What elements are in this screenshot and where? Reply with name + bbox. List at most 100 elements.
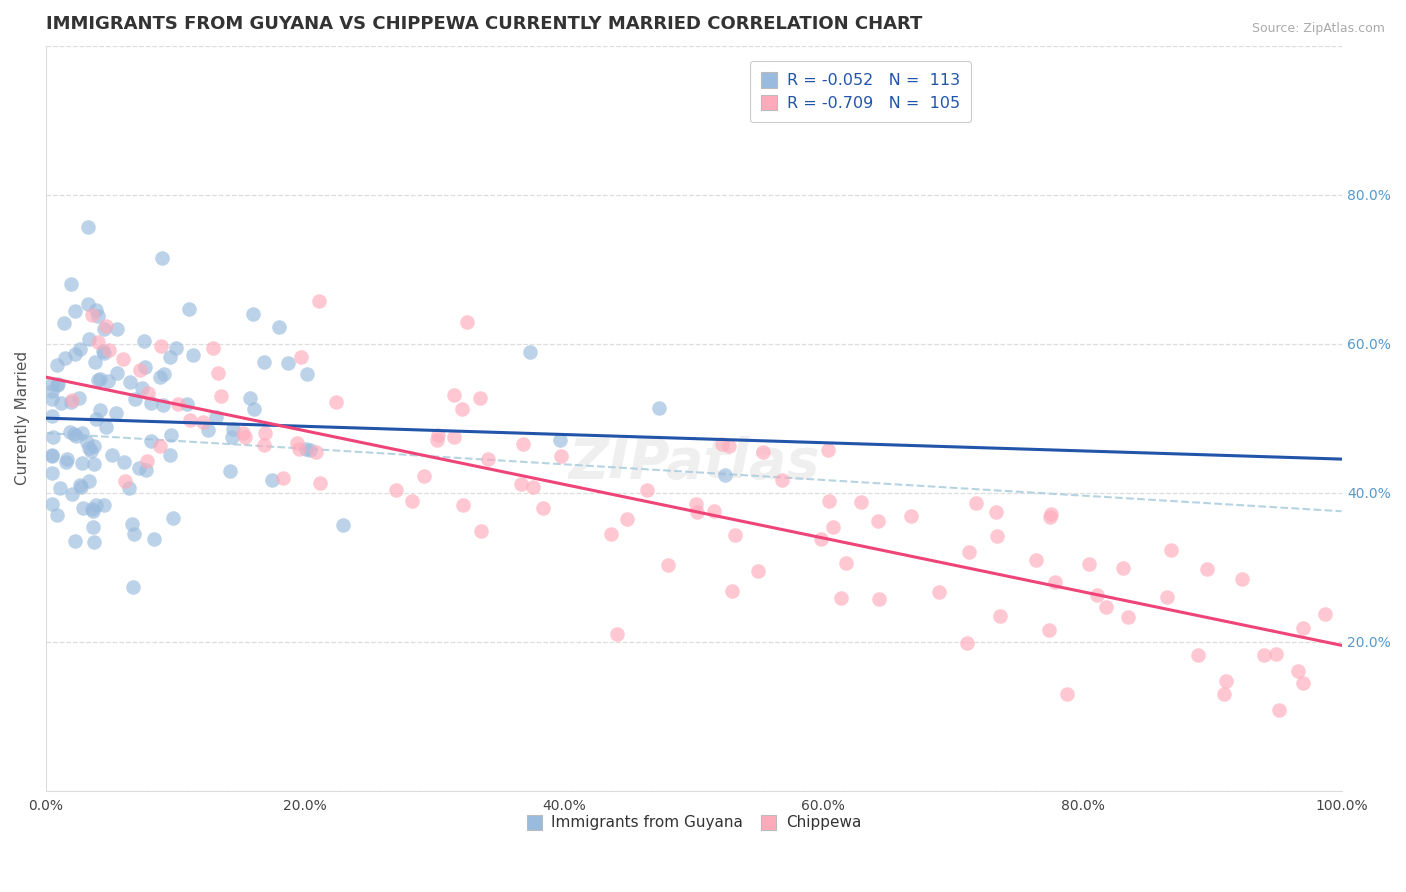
Point (1313, 607, 1336, 622)
Point (600, 527, 623, 541)
Point (69, 342, 91, 356)
Text: IMMIGRANTS FROM GUYANA VS CHIPPEWA CURRENTLY MARRIED CORRELATION CHART: IMMIGRANTS FROM GUYANA VS CHIPPEWA CURRE… (46, 15, 922, 33)
Point (67, 391, 90, 405)
Point (636, 483, 658, 498)
Point (1187, 648, 1209, 662)
Point (55, 455, 77, 469)
Point (70, 456, 93, 470)
Point (531, 500, 554, 515)
Point (41, 467, 63, 481)
Point (332, 517, 354, 532)
Point (83, 439, 105, 453)
Point (41, 449, 63, 463)
Point (41, 377, 63, 392)
Point (309, 476, 332, 491)
Point (900, 508, 922, 523)
Point (82, 504, 104, 518)
Point (477, 452, 499, 467)
Point (83, 534, 105, 549)
Point (82, 502, 104, 516)
Point (325, 395, 347, 409)
Point (522, 480, 544, 494)
Point (1039, 507, 1062, 521)
Point (79, 441, 101, 455)
Point (470, 524, 492, 538)
Point (267, 320, 290, 334)
Point (451, 401, 474, 416)
Point (87, 334, 110, 349)
Point (548, 434, 571, 448)
Point (427, 427, 450, 442)
Point (1039, 510, 1062, 524)
Point (98, 343, 121, 358)
Point (1253, 648, 1275, 662)
Point (77, 332, 100, 346)
Point (928, 585, 950, 599)
Point (221, 429, 243, 443)
Point (304, 445, 326, 459)
Point (384, 483, 406, 497)
Point (179, 413, 201, 427)
Point (60, 395, 83, 409)
Point (233, 430, 256, 444)
Point (252, 355, 274, 369)
Point (179, 301, 201, 316)
Point (112, 455, 135, 469)
Point (131, 381, 153, 395)
Point (685, 497, 707, 511)
Point (1095, 600, 1118, 615)
Point (101, 448, 124, 462)
Point (721, 583, 744, 598)
Point (87, 373, 110, 387)
Point (56, 451, 79, 466)
Point (1265, 648, 1288, 662)
Point (277, 356, 299, 370)
Point (152, 368, 174, 382)
Point (77, 475, 100, 489)
Point (72, 501, 94, 516)
Point (657, 558, 679, 572)
Point (868, 592, 890, 607)
Point (70, 480, 93, 494)
Point (191, 415, 214, 429)
Point (810, 532, 832, 546)
Point (817, 443, 839, 458)
Point (835, 557, 858, 571)
Point (204, 410, 226, 425)
Point (46, 358, 69, 372)
Point (41, 409, 63, 423)
Point (121, 517, 143, 532)
Point (165, 341, 187, 355)
Point (957, 545, 980, 559)
Point (122, 580, 145, 594)
Point (821, 519, 844, 533)
Point (413, 468, 436, 483)
Point (118, 481, 141, 495)
Point (616, 512, 638, 526)
Point (142, 533, 165, 547)
Point (60, 487, 83, 501)
Point (686, 505, 709, 519)
Point (207, 366, 229, 380)
Point (710, 437, 733, 451)
Point (647, 401, 669, 415)
Point (69, 478, 91, 492)
Point (239, 391, 262, 405)
Point (152, 398, 174, 412)
Point (1085, 587, 1108, 601)
Point (443, 388, 465, 402)
Point (65, 428, 87, 442)
Point (849, 494, 872, 508)
Point (65, 303, 87, 318)
Point (52, 316, 75, 330)
Point (159, 350, 181, 364)
Legend: Immigrants from Guyana, Chippewa: Immigrants from Guyana, Chippewa (520, 809, 868, 837)
Point (197, 424, 219, 438)
Point (89, 403, 111, 417)
Point (242, 307, 264, 321)
Point (956, 636, 979, 650)
Point (76, 435, 98, 450)
Point (830, 591, 852, 605)
Point (94, 319, 117, 334)
Point (443, 430, 465, 444)
